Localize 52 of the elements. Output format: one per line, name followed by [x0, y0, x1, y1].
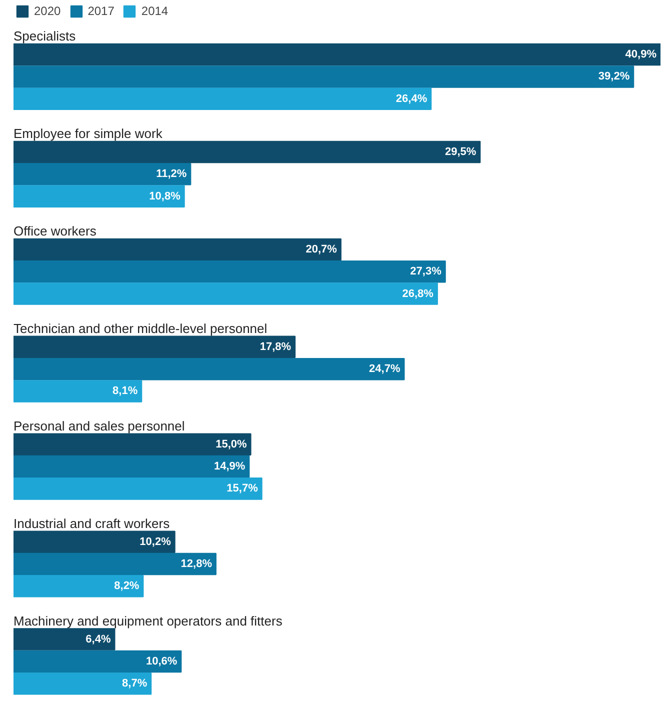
data-label: 11,2% — [156, 168, 187, 180]
bar — [14, 260, 446, 283]
data-label: 26,4% — [396, 92, 428, 105]
data-label: 12,8% — [180, 558, 212, 570]
data-label: 10,6% — [146, 655, 178, 668]
data-label: 27,3% — [410, 266, 442, 278]
data-label: 8,7% — [122, 678, 148, 690]
bar — [14, 530, 176, 553]
bar — [14, 163, 192, 186]
legend-label: 2017 — [88, 4, 114, 18]
bar — [14, 140, 481, 164]
data-label: 24,7% — [369, 363, 400, 376]
bar — [14, 455, 250, 478]
bar — [14, 88, 432, 110]
data-label: 8,1% — [112, 385, 138, 398]
bar — [14, 575, 144, 598]
y-tick-label: Personal and sales personnel — [14, 418, 185, 434]
bar — [14, 433, 252, 456]
bar — [14, 650, 182, 673]
bar — [14, 282, 438, 305]
y-tick-label: Industrial and craft workers — [14, 516, 170, 531]
y-tick-label: Specialists — [14, 28, 76, 44]
data-label: 10,8% — [149, 190, 181, 202]
bar — [14, 43, 660, 66]
data-label: 29,5% — [444, 146, 476, 158]
bar — [14, 672, 152, 695]
bar — [14, 478, 262, 500]
data-label: 6,4% — [86, 633, 111, 646]
data-label: 20,7% — [306, 243, 338, 256]
bar — [14, 552, 216, 576]
data-label: 15,7% — [226, 482, 258, 495]
legend-label: 2014 — [141, 4, 168, 18]
data-label: 40,9% — [625, 48, 657, 61]
bar — [14, 628, 116, 650]
data-label: 8,2% — [114, 580, 140, 592]
y-tick-label: Employee for simple work — [14, 126, 163, 142]
data-label: 10,2% — [140, 536, 172, 548]
bar — [14, 358, 405, 380]
y-tick-label: Technician and other middle-level personnel — [14, 321, 268, 336]
bar — [14, 185, 185, 208]
y-tick-label: Office workers — [14, 224, 97, 239]
data-label: 15,0% — [216, 438, 248, 450]
bar — [14, 238, 342, 261]
bar — [14, 336, 296, 358]
data-label: 39,2% — [598, 70, 630, 83]
bar — [14, 380, 142, 402]
data-label: 26,8% — [402, 288, 434, 300]
data-label: 17,8% — [260, 340, 292, 353]
y-tick-label: Machinery and equipment operators and fitters — [14, 613, 283, 628]
bar — [14, 66, 634, 88]
data-label: 14,9% — [214, 460, 246, 473]
legend-label: 2020 — [34, 4, 61, 18]
